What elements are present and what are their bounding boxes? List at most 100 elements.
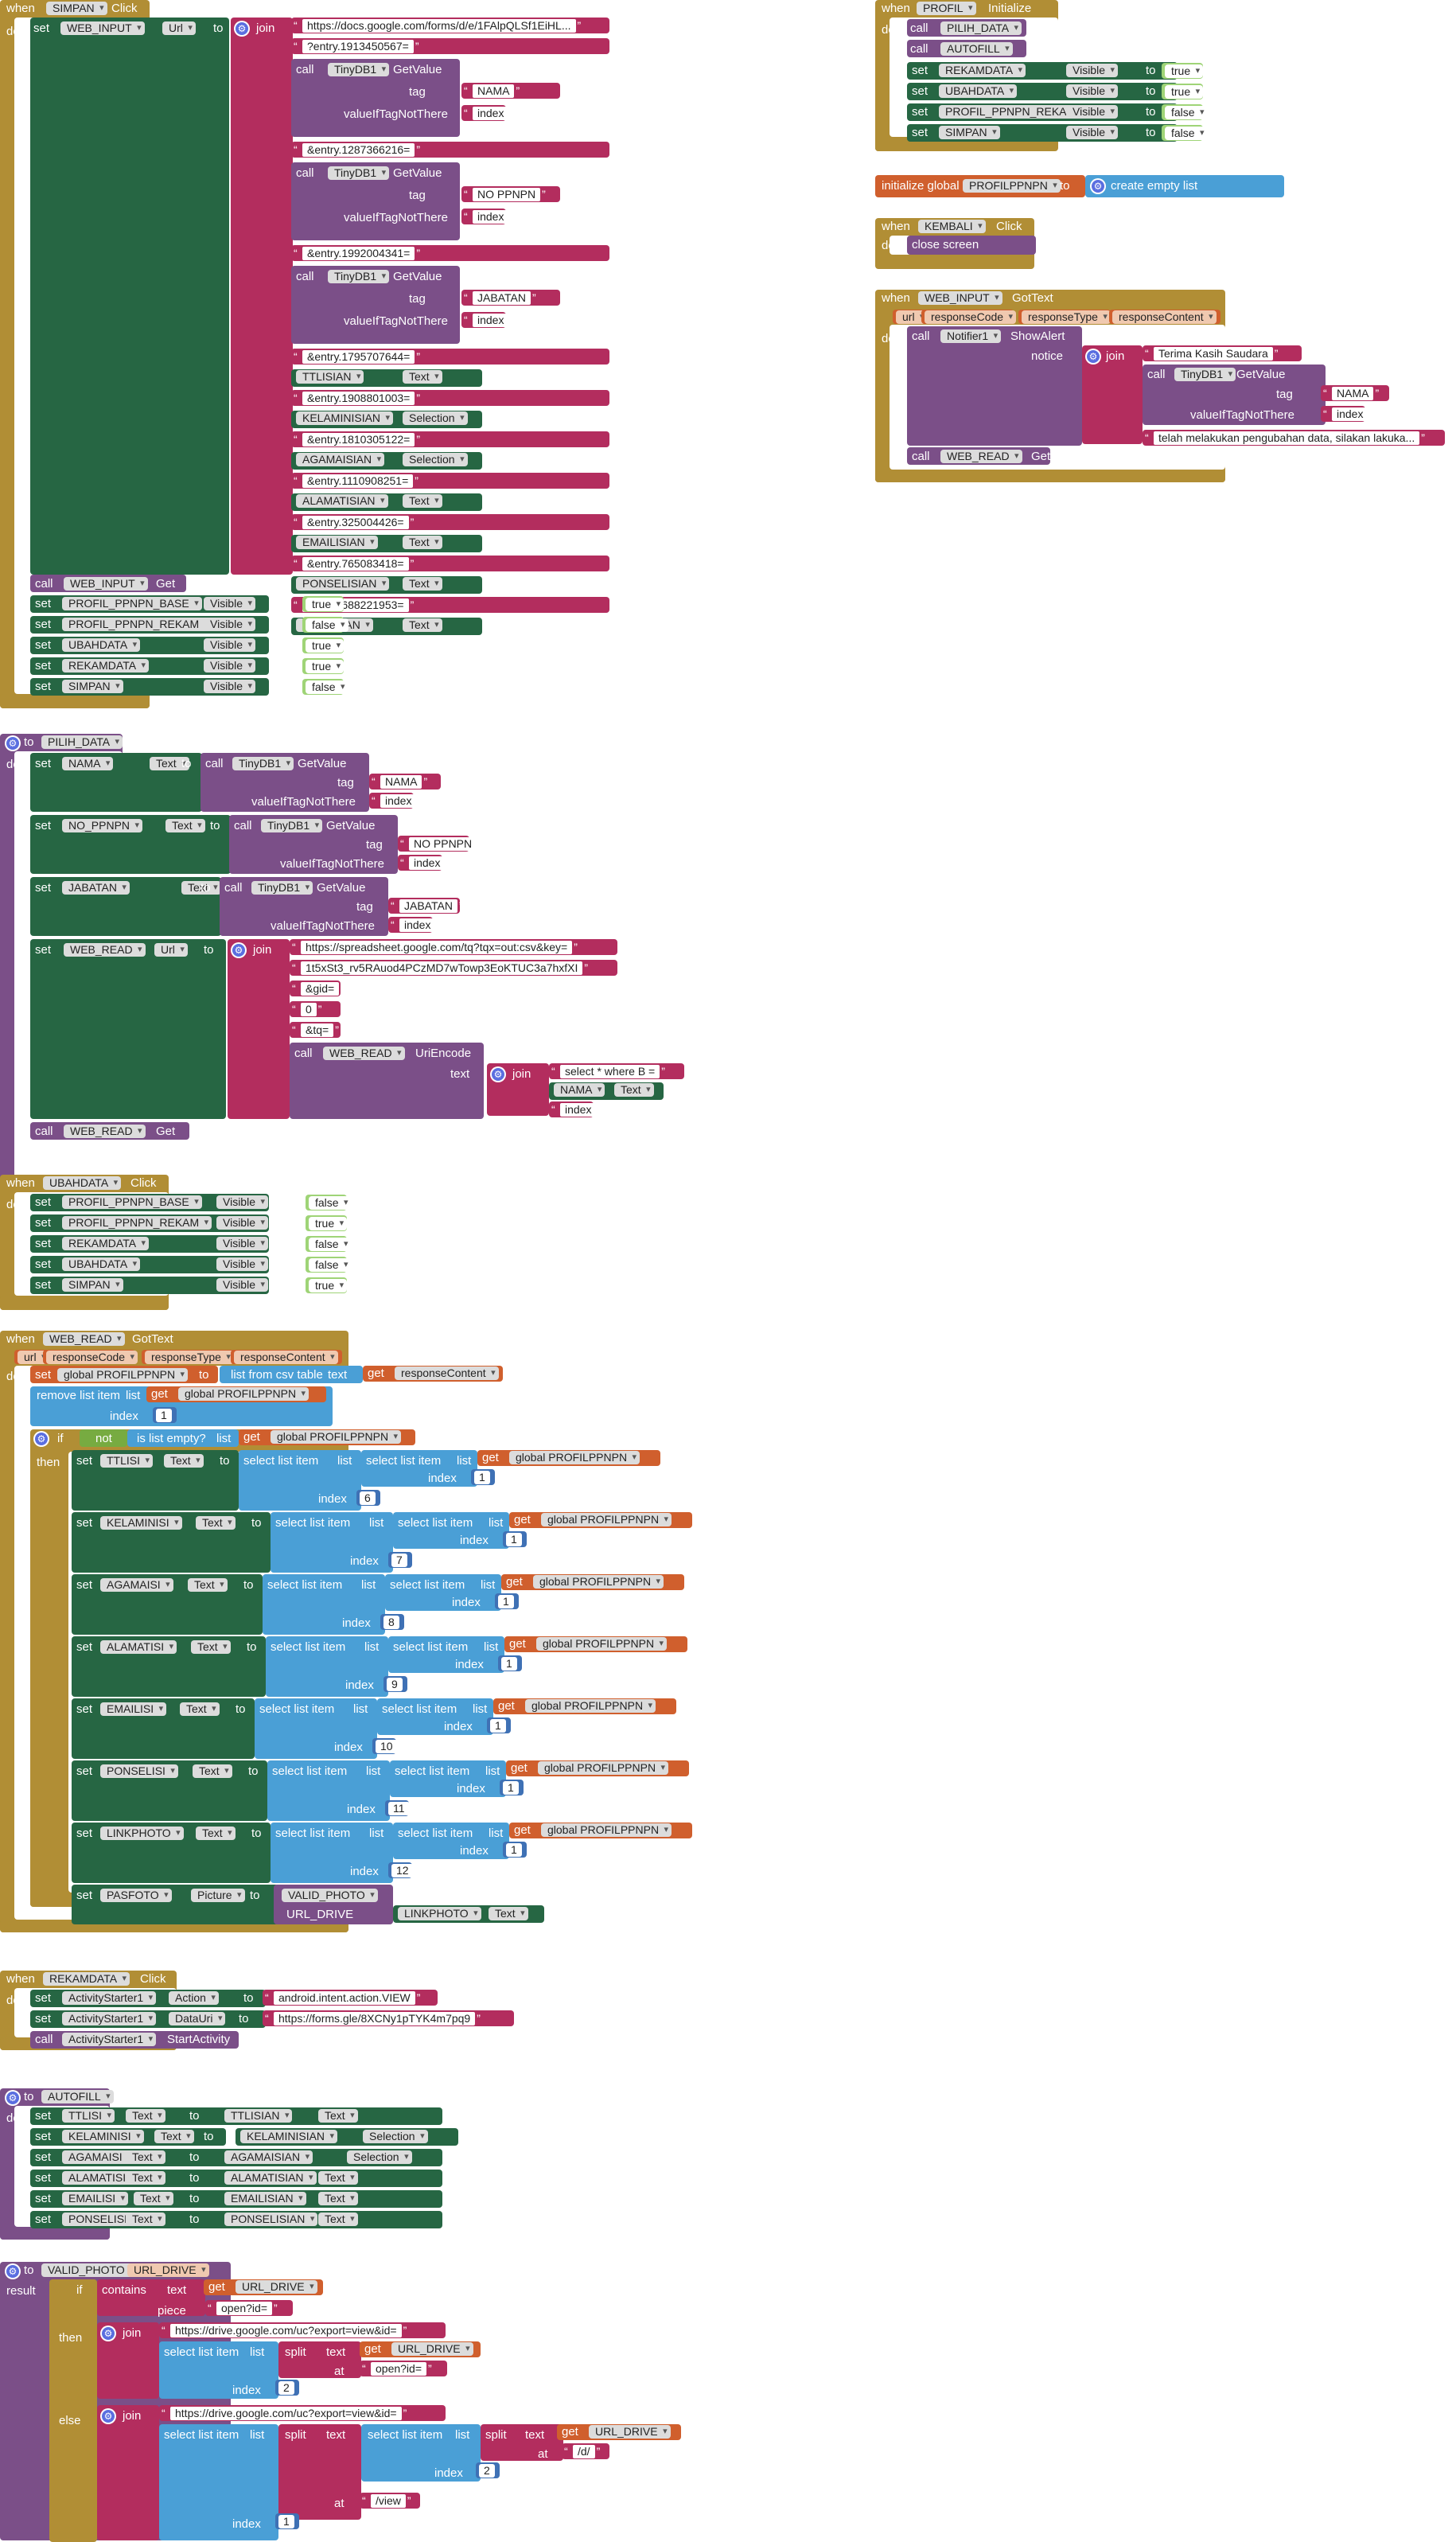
component-dropdown[interactable]: Text [154, 2130, 194, 2143]
default-empty-text[interactable]: index [380, 794, 417, 808]
select-list-item-block[interactable] [263, 1574, 385, 1635]
component-dropdown[interactable]: PILIH_DATA [940, 21, 1022, 35]
index-number[interactable]: 1 [474, 1471, 490, 1484]
index-number[interactable]: 1 [503, 1781, 519, 1795]
contains-block[interactable] [97, 2279, 205, 2316]
boolean-dropdown[interactable]: false [309, 1196, 352, 1210]
boolean-dropdown[interactable]: false [1165, 127, 1208, 140]
component-dropdown[interactable]: Visible [216, 1237, 268, 1250]
url-text-segment[interactable]: &entry.1908801003= [302, 392, 415, 405]
component-dropdown[interactable]: REKAMDATA [43, 1972, 130, 1986]
index-number[interactable]: 1 [156, 1409, 172, 1422]
component-dropdown[interactable]: Visible [1066, 64, 1118, 77]
component-dropdown[interactable]: Text [196, 1827, 236, 1840]
url-text-segment[interactable]: &entry.1992004341= [302, 247, 415, 260]
component-dropdown[interactable]: Url [154, 943, 188, 957]
component-dropdown[interactable]: Text [181, 881, 221, 895]
component-dropdown[interactable]: KEMBALI [918, 220, 986, 233]
select-list-item-block[interactable] [393, 1823, 509, 1859]
query-text[interactable]: select * where B = [560, 1065, 660, 1078]
component-dropdown[interactable]: TTLISI [100, 1454, 154, 1468]
component-dropdown[interactable]: PROFILPPNPN [963, 179, 1061, 193]
component-dropdown[interactable]: PROFIL_PPNPN_BASE [62, 1195, 202, 1209]
component-dropdown[interactable]: EMAILISIAN [224, 2192, 306, 2205]
boolean-dropdown[interactable]: true [309, 1217, 348, 1230]
select-list-item-block[interactable] [255, 1698, 377, 1759]
component-dropdown[interactable]: NAMA [62, 757, 114, 770]
url-text-segment[interactable]: https://docs.google.com/forms/d/e/1FAlpQ… [302, 19, 576, 33]
url-text-segment[interactable]: ?entry.1913450567= [302, 40, 414, 53]
parameter-name[interactable]: URL_DRIVE [127, 2263, 209, 2277]
url-text-segment[interactable]: &entry.1287366216= [302, 143, 415, 157]
component-dropdown[interactable]: WEB_READ [323, 1047, 405, 1060]
index-number[interactable]: 1 [506, 1533, 522, 1546]
component-dropdown[interactable]: TinyDB1 [261, 819, 323, 832]
component-dropdown[interactable]: Visible [204, 638, 255, 652]
boolean-dropdown[interactable]: true [1165, 64, 1204, 78]
index-number[interactable]: 7 [391, 1554, 407, 1567]
component-dropdown[interactable]: Text [318, 2213, 358, 2226]
variable-dropdown[interactable]: responseContent [395, 1367, 499, 1380]
list-from-csv-block[interactable] [220, 1366, 363, 1383]
variable-dropdown[interactable]: URL_DRIVE [391, 2342, 473, 2356]
component-dropdown[interactable]: NAMA [554, 1083, 605, 1097]
component-dropdown[interactable]: TinyDB1 [1174, 368, 1236, 381]
component-dropdown[interactable]: AGAMAISIAN [296, 453, 385, 466]
component-dropdown[interactable]: DataUri [169, 2012, 226, 2025]
variable-dropdown[interactable]: global PROFILPPNPN [538, 1761, 669, 1775]
variable-dropdown[interactable]: global PROFILPPNPN [509, 1451, 640, 1464]
component-dropdown[interactable]: Text [614, 1083, 654, 1097]
tag-text[interactable]: NO PPNPN [409, 837, 477, 851]
mutator-gear-icon[interactable]: ⚙ [232, 944, 245, 957]
parameter-name[interactable]: responseCode [925, 310, 1017, 324]
component-dropdown[interactable]: ActivityStarter1 [62, 2012, 157, 2025]
index-number[interactable]: 1 [501, 1657, 517, 1671]
component-dropdown[interactable]: PROFIL_PPNPN_REKAM [62, 618, 212, 631]
component-dropdown[interactable]: Text [126, 2109, 165, 2123]
component-dropdown[interactable]: ActivityStarter1 [62, 1991, 157, 2005]
index-number[interactable]: 9 [387, 1678, 403, 1691]
parameter-name[interactable]: responseType [1022, 310, 1111, 324]
index-number[interactable]: 11 [388, 1802, 410, 1815]
variable-dropdown[interactable]: global PROFILPPNPN [178, 1387, 309, 1401]
boolean-dropdown[interactable]: false [306, 618, 348, 632]
index-number[interactable]: 10 [376, 1740, 398, 1753]
mutator-gear-icon[interactable]: ⚙ [492, 1068, 504, 1081]
boolean-dropdown[interactable]: false [309, 1258, 352, 1272]
action-text[interactable]: android.intent.action.VIEW [274, 1991, 415, 2005]
set-web-read-url[interactable] [30, 939, 226, 1119]
component-dropdown[interactable]: SIMPAN [62, 680, 123, 693]
component-dropdown[interactable]: LINKPHOTO [398, 1907, 481, 1920]
boolean-dropdown[interactable]: true [306, 598, 345, 611]
variable-dropdown[interactable]: URL_DRIVE [589, 2425, 671, 2439]
index-number[interactable]: 1 [278, 2515, 294, 2528]
component-dropdown[interactable]: Text [126, 2213, 165, 2226]
mutator-gear-icon[interactable]: ⚙ [6, 737, 19, 750]
split-at-text[interactable]: /d/ [573, 2445, 595, 2458]
component-dropdown[interactable]: PONSELISIAN [224, 2213, 318, 2226]
component-dropdown[interactable]: TTLISI [62, 2109, 115, 2123]
select-list-item-block[interactable] [361, 2424, 481, 2482]
component-dropdown[interactable]: REKAMDATA [62, 1237, 150, 1250]
component-dropdown[interactable]: NO_PPNPN [62, 819, 143, 832]
url-text-segment[interactable]: 0 [301, 1003, 317, 1016]
component-dropdown[interactable]: PONSELISI [100, 1764, 178, 1778]
index-number[interactable]: 2 [479, 2464, 495, 2478]
join-block[interactable] [231, 18, 293, 575]
component-dropdown[interactable]: Selection [347, 2150, 412, 2164]
component-dropdown[interactable]: Text [196, 1516, 236, 1530]
component-dropdown[interactable]: PROFIL [917, 2, 976, 15]
set-web-input-url[interactable] [30, 18, 229, 575]
component-dropdown[interactable]: UBAHDATA [43, 1176, 122, 1190]
component-dropdown[interactable]: UBAHDATA [939, 84, 1018, 98]
url-text-segment[interactable]: &entry.1810305122= [302, 433, 415, 446]
component-dropdown[interactable]: Visible [1066, 84, 1118, 98]
index-number[interactable]: 12 [391, 1864, 414, 1877]
component-dropdown[interactable]: Action [169, 1991, 219, 2005]
component-dropdown[interactable]: AGAMAISIAN [224, 2150, 313, 2164]
component-dropdown[interactable]: Text [318, 2109, 358, 2123]
component-dropdown[interactable]: Url [162, 21, 196, 35]
component-dropdown[interactable]: WEB_READ [64, 1125, 146, 1138]
create-empty-list-block[interactable] [1085, 175, 1284, 197]
component-dropdown[interactable]: Text [489, 1907, 528, 1920]
